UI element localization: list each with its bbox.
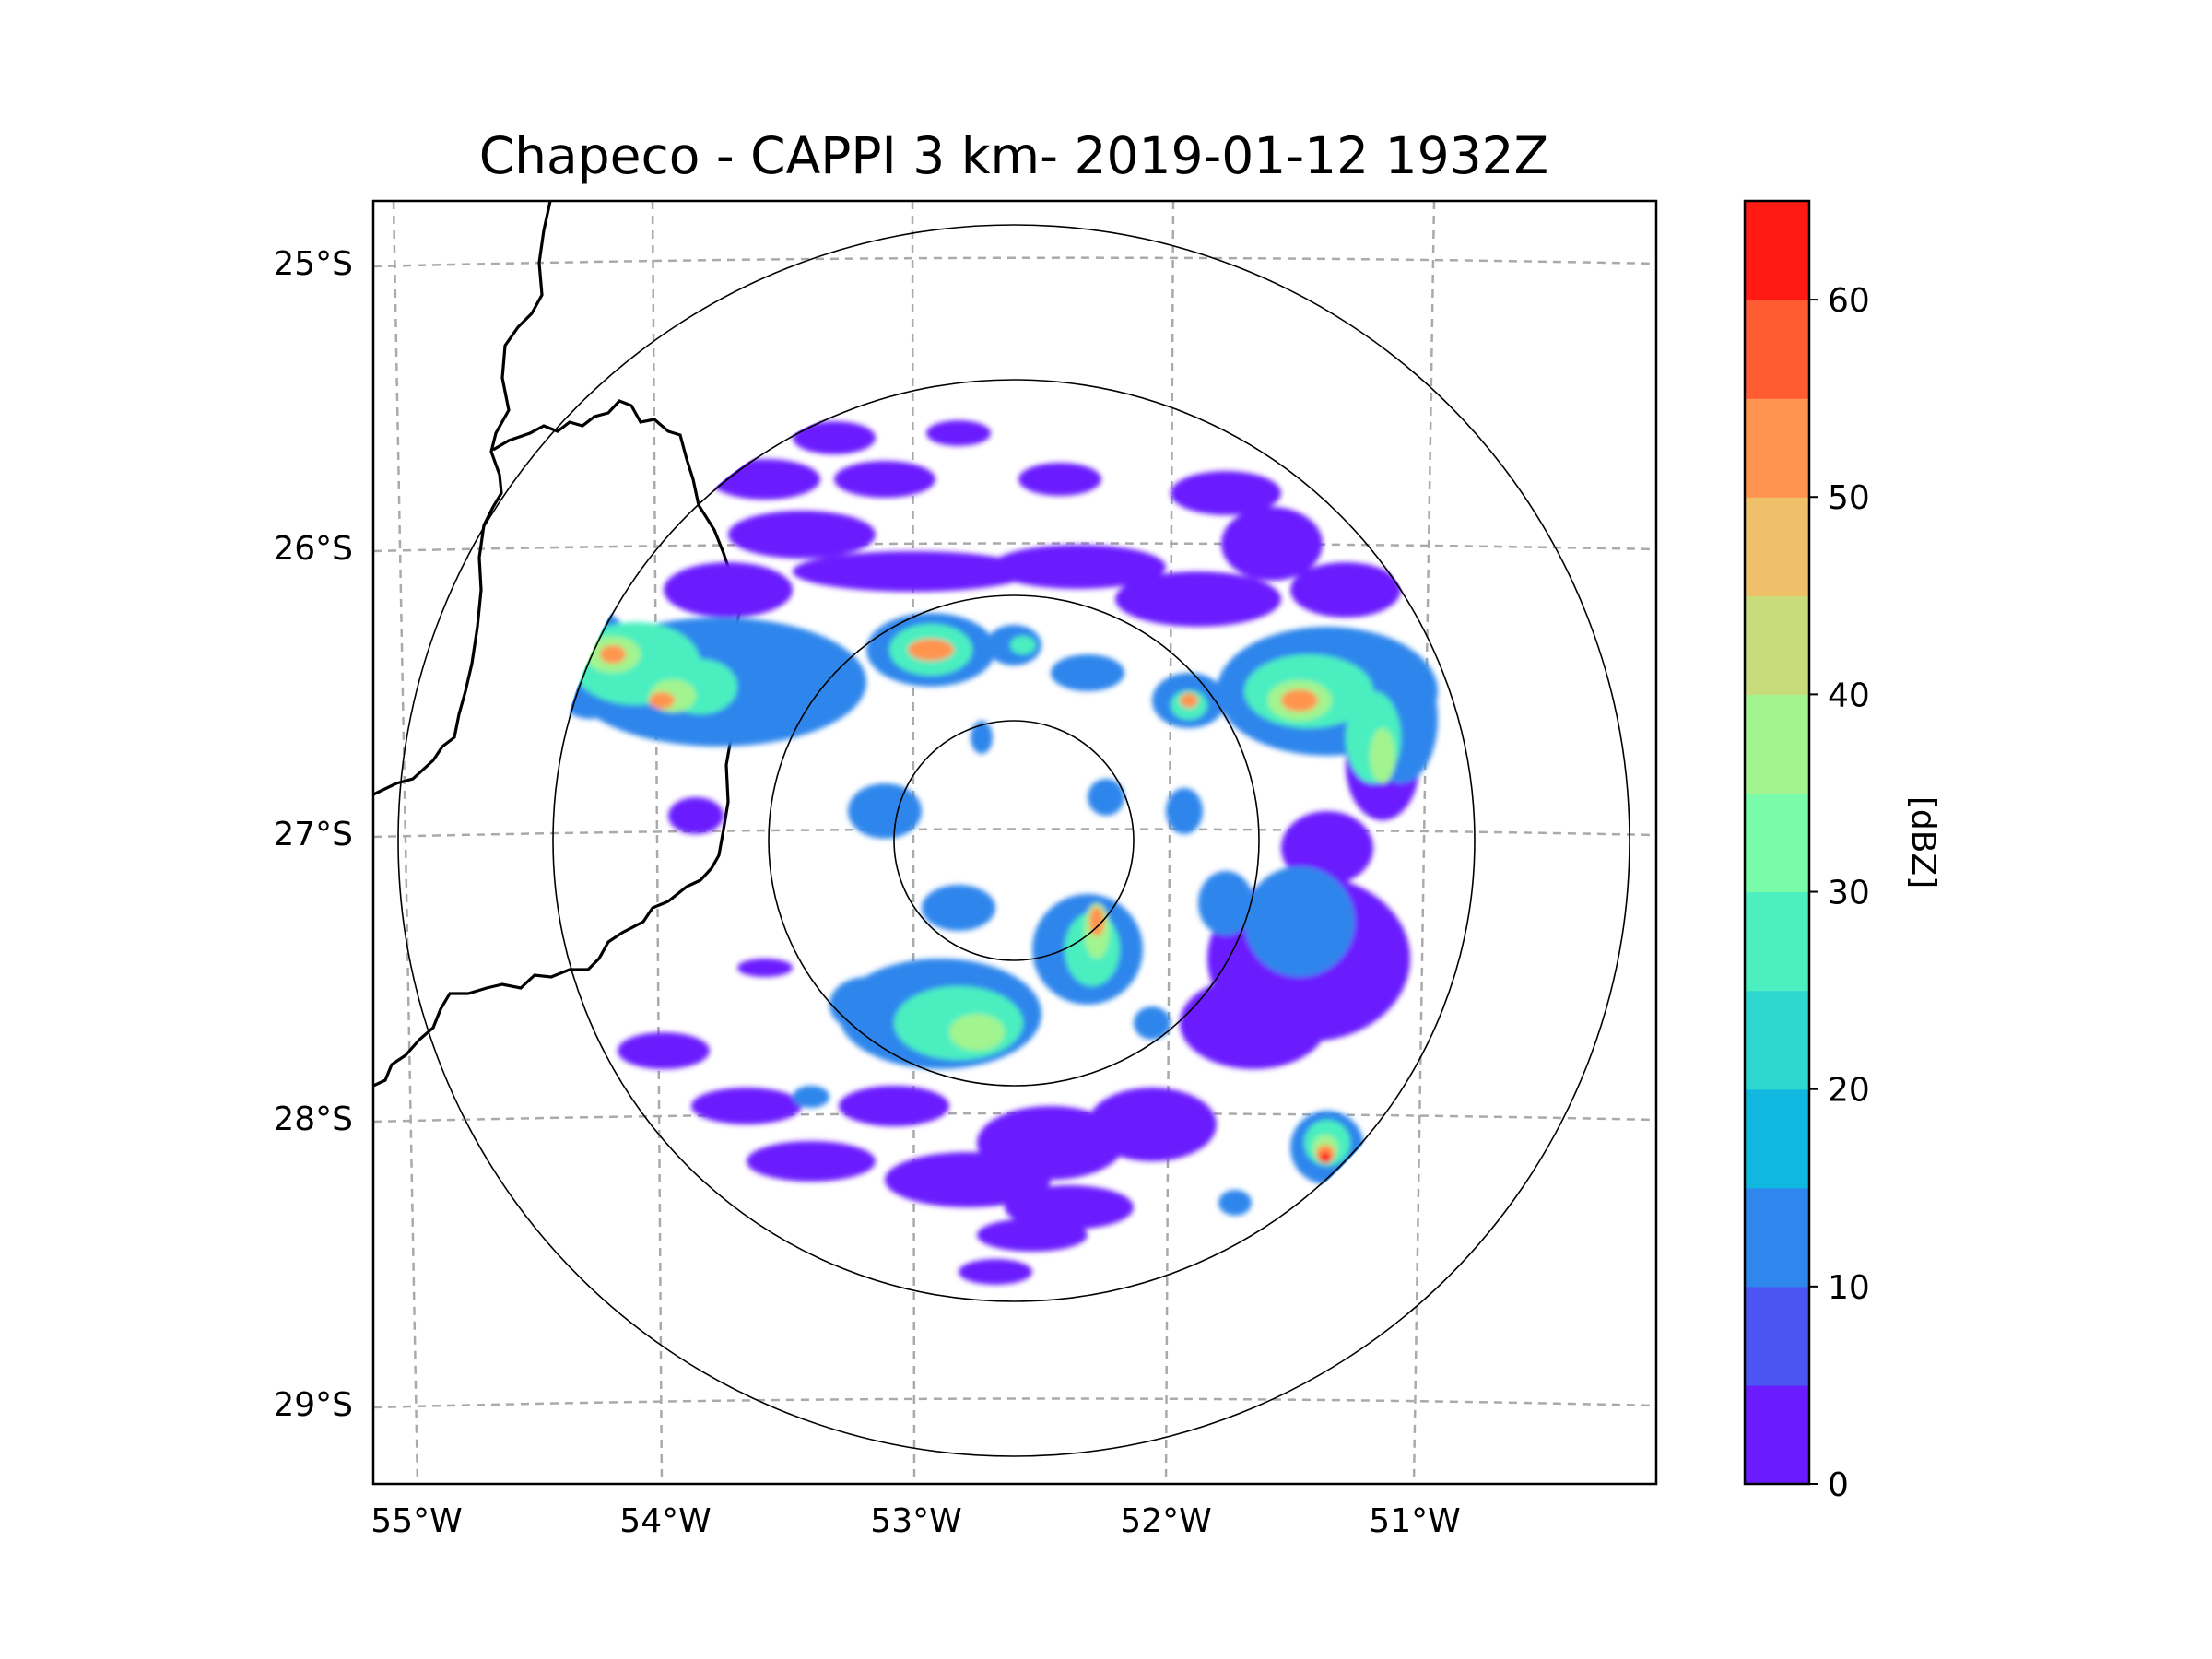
- map-frame: [371, 199, 1658, 1486]
- colorbar-tick-label: 50: [1828, 479, 1870, 517]
- lon-axis: 55°W 54°W 53°W 52°W 51°W: [371, 1502, 1460, 1540]
- lat-label: 29°S: [273, 1386, 353, 1424]
- colorbar-segment: [1745, 1286, 1809, 1386]
- map-panel: [371, 199, 1658, 1486]
- border-brazil-argentina: [373, 399, 741, 1088]
- range-ring-4: [397, 224, 1630, 1457]
- colorbar-tick-label: 60: [1828, 282, 1870, 320]
- parallel-25S: [373, 256, 1656, 268]
- colorbar-segment: [1745, 1384, 1809, 1485]
- lat-axis: 25°S 26°S 27°S 28°S 29°S: [273, 245, 353, 1424]
- lon-label: 54°W: [619, 1502, 711, 1540]
- colorbar-tick-label: 10: [1828, 1269, 1870, 1307]
- colorbar-segments: [1745, 201, 1809, 1485]
- colorbar-tick-label: 0: [1828, 1466, 1849, 1504]
- colorbar-ticks: 0 10 20 30 40 50 60: [1809, 282, 1870, 1504]
- colorbar-segment: [1745, 990, 1809, 1090]
- meridian-55W: [392, 201, 419, 1484]
- meridian-52W: [1164, 201, 1175, 1484]
- echo-layer-0-10dbz: [618, 420, 1419, 1285]
- range-ring-2: [768, 594, 1260, 1087]
- parallel-27S: [373, 828, 1656, 839]
- colorbar-segment: [1745, 595, 1809, 695]
- lon-label: 52°W: [1120, 1502, 1211, 1540]
- chart-title: Chapeco - CAPPI 3 km- 2019-01-12 1932Z: [479, 126, 1548, 185]
- lon-label: 55°W: [371, 1502, 462, 1540]
- range-rings: [397, 224, 1630, 1457]
- colorbar-segment: [1745, 201, 1809, 300]
- colorbar: 0 10 20 30 40 50 60 [dBZ]: [1743, 199, 1942, 1504]
- colorbar-segment: [1745, 1187, 1809, 1288]
- parallel-26S: [373, 542, 1656, 553]
- meridian-54W: [651, 201, 664, 1484]
- meridian-53W: [911, 201, 916, 1484]
- lat-label: 25°S: [273, 245, 353, 283]
- range-ring-1: [893, 720, 1135, 961]
- lat-label: 26°S: [273, 530, 353, 568]
- lat-label: 27°S: [273, 816, 353, 853]
- colorbar-segment: [1745, 497, 1809, 596]
- colorbar-segment: [1745, 398, 1809, 498]
- colorbar-frame: [1743, 199, 1811, 1486]
- border-paraguay-argentina: [373, 201, 552, 796]
- colorbar-segment: [1745, 793, 1809, 893]
- colorbar-tick-label: 40: [1828, 677, 1870, 714]
- meridian-51W: [1412, 201, 1436, 1484]
- echo-layer-50-60dbz: [600, 639, 1335, 1163]
- echo-layer-60dbz: [1320, 1152, 1331, 1163]
- lat-label: 28°S: [273, 1100, 353, 1138]
- colorbar-label: [dBZ]: [1904, 796, 1942, 888]
- colorbar-tick-label: 20: [1828, 1072, 1870, 1110]
- colorbar-segment: [1745, 694, 1809, 794]
- colorbar-segment: [1745, 300, 1809, 399]
- colorbar-segment: [1745, 891, 1809, 992]
- lon-label: 53°W: [870, 1502, 961, 1540]
- reflectivity-field: [551, 420, 1438, 1285]
- colorbar-segment: [1745, 1088, 1809, 1189]
- colorbar-tick-label: 30: [1828, 875, 1870, 912]
- range-ring-3: [552, 379, 1476, 1302]
- lon-label: 51°W: [1369, 1502, 1460, 1540]
- country-borders: [373, 201, 741, 1088]
- parallel-29S: [373, 1397, 1656, 1409]
